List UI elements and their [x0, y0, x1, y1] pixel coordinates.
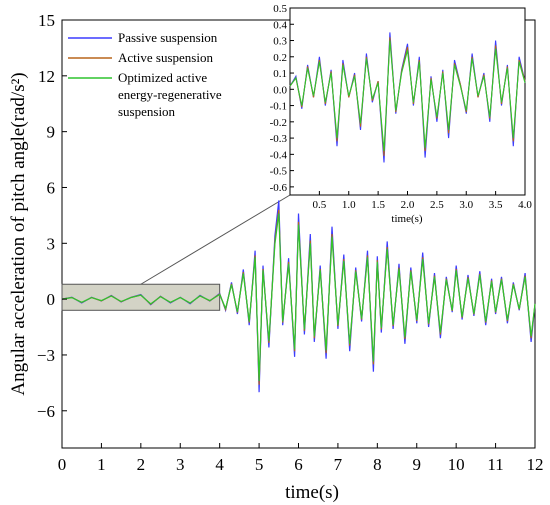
inset-x-tick-label: 2.0 [401, 199, 415, 211]
inset-y-ticks: 0.5 0.4 0.3 0.2 0.1 0.0 -0.1 -0.2 -0.3 -0.4 -0.5 -0… [270, 3, 294, 194]
inset-y-tick-label: -0.2 [270, 117, 287, 129]
x-tick-label: 9 [413, 455, 422, 474]
y-tick-label: 9 [47, 123, 56, 142]
inset-x-tick-label: 1.5 [371, 199, 385, 211]
inset-x-axis-label: time(s) [391, 213, 422, 225]
y-tick-label: 12 [38, 67, 55, 86]
inset-y-tick-label: -0.3 [270, 133, 288, 145]
y-tick-label: −3 [37, 346, 55, 365]
inset-y-tick-label: -0.5 [270, 166, 288, 178]
zoom-connector-line [140, 194, 291, 285]
x-tick-label: 6 [294, 455, 303, 474]
x-tick-label: 11 [487, 455, 503, 474]
inset-y-tick-label: -0.4 [270, 149, 288, 161]
inset-y-tick-label: -0.1 [270, 101, 287, 113]
inset-plot-background [290, 8, 525, 195]
main-y-axis-label: Angular acceleration of pitch angle(rad/… [8, 72, 29, 395]
y-tick-label: 0 [47, 290, 56, 309]
inset-x-tick-label: 3.5 [489, 199, 503, 211]
legend-label-passive: Passive suspension [118, 30, 218, 45]
x-tick-label: 0 [58, 455, 67, 474]
x-tick-label: 5 [255, 455, 264, 474]
x-tick-label: 12 [527, 455, 544, 474]
inset-chart: 0.5 1.0 1.5 2.0 2.5 3.0 3.5 4.0 0.5 0.4 0.3 0.2 0.1… [270, 3, 533, 225]
inset-x-tick-label: 4.0 [518, 199, 532, 211]
y-tick-label: −6 [37, 402, 55, 421]
main-series-group [61, 200, 536, 393]
inset-y-tick-label: 0.5 [273, 3, 287, 15]
x-tick-label: 2 [137, 455, 146, 474]
inset-series-line-optimized-active-energy-regenerative-suspension [289, 40, 526, 152]
inset-y-tick-label: -0.6 [270, 182, 288, 194]
inset-x-tick-label: 0.5 [313, 199, 327, 211]
inset-series-group [289, 32, 526, 163]
legend-label-optimized: Optimized active energy-regenerative suspe… [118, 70, 222, 119]
x-tick-label: 8 [373, 455, 382, 474]
legend-label-active: Active suspension [118, 50, 213, 65]
y-tick-label: 3 [47, 234, 56, 253]
x-tick-label: 3 [176, 455, 185, 474]
inset-x-tick-label: 1.0 [342, 199, 356, 211]
y-tick-label: 15 [38, 11, 55, 30]
x-tick-label: 4 [215, 455, 224, 474]
main-x-ticks: 0 1 2 3 4 5 6 7 8 9 10 11 12 [58, 443, 544, 474]
inset-y-tick-label: 0.3 [273, 36, 287, 48]
main-x-axis-label: time(s) [285, 482, 339, 503]
legend: Passive suspension Active suspension Opt… [68, 30, 222, 119]
inset-y-tick-label: 0.2 [273, 52, 287, 64]
inset-y-tick-label: 0.4 [273, 19, 287, 31]
series-line-optimized-active-energy-regenerative-suspension [61, 213, 536, 382]
x-tick-label: 10 [448, 455, 465, 474]
y-tick-label: 6 [47, 178, 56, 197]
inset-y-tick-label: 0.1 [273, 68, 287, 80]
inset-x-tick-label: 2.5 [430, 199, 444, 211]
x-tick-label: 1 [97, 455, 106, 474]
main-y-ticks: −6 −3 0 3 6 9 12 15 [37, 11, 67, 421]
inset-x-ticks: 0.5 1.0 1.5 2.0 2.5 3.0 3.5 4.0 [313, 191, 532, 211]
inset-y-tick-label: 0.0 [273, 84, 287, 96]
inset-x-tick-label: 3.0 [459, 199, 473, 211]
x-tick-label: 7 [334, 455, 343, 474]
zoom-highlight-box [61, 283, 221, 311]
